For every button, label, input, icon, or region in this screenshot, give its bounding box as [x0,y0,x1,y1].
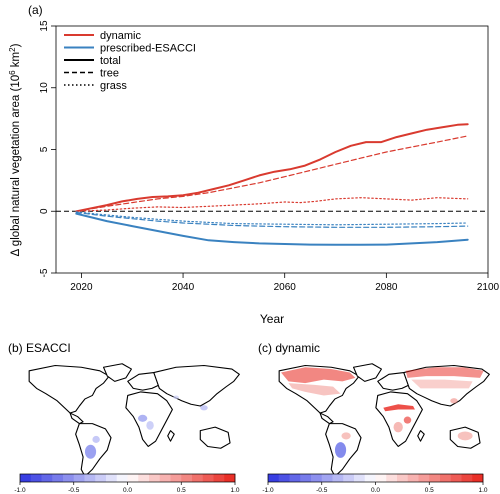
colorbar-cell [461,474,473,482]
panel-c-map: (c) dynamic [258,341,490,477]
africa [125,391,173,448]
colorbar-cell [95,474,107,482]
y-tick-label: 5 [39,146,50,152]
colorbar-cell [375,474,387,482]
australia [199,426,231,449]
colorbar-cell [138,474,150,482]
y-axis-label: Δ global natural vegetation area (106 km… [8,43,23,256]
colorbar-c: -1.0 -0.5 0.0 0.5 1.0 [262,473,488,494]
panel-b-map: (b) ESACCI [8,341,240,477]
colorbar-cell [20,474,32,482]
axes: 2020 2040 2060 2080 2100 -5 0 5 10 15 [39,20,500,293]
change-patches-b [84,395,208,459]
colorbar-cell [52,474,64,482]
legend-label: tree [100,68,119,80]
colorbar-b: -1.0 -0.5 0.0 0.5 1.0 [14,473,240,494]
colorbar-tick-label: 1.0 [230,487,239,494]
colorbar-cell [440,474,452,482]
colorbar-cell [450,474,462,482]
legend-label: dynamic [100,30,141,42]
world-map-dynamic [278,363,490,477]
colorbar-cell [106,474,118,482]
colorbar-cell [397,474,409,482]
series-line-3 [75,212,469,246]
colorbar-cell [73,474,85,482]
colorbar-tick-label: -0.5 [316,487,328,494]
greenland [103,363,133,382]
colorbar-cell [354,474,366,482]
world-map-esacci [28,363,240,477]
colorbar-cell [181,474,193,482]
colorbar-tick-label: 1.0 [478,487,487,494]
x-tick-label: 2020 [70,282,93,293]
y-tick-label: 0 [39,208,50,214]
colorbar-cell [289,474,301,482]
colorbar-cell [300,474,312,482]
change-patches-c [281,367,484,458]
colorbar-cell [343,474,355,482]
colorbar-cell [84,474,96,482]
colorbar-cell [149,474,161,482]
y-tick-label: 15 [39,20,50,32]
panel-c-label: (c) dynamic [258,341,320,355]
colorbar-cell [192,474,204,482]
colorbar-cell [311,474,323,482]
legend-label: grass [100,80,127,92]
colorbar-tick-label: 0.5 [425,487,434,494]
panel-b-label: (b) ESACCI [8,341,71,355]
central-america [69,412,84,425]
y-tick-label: -5 [39,268,50,277]
north-america [28,364,110,414]
x-axis-label: Year [260,312,284,326]
colorbar-cell [418,474,430,482]
colorbar-cell [386,474,398,482]
panel-a-label: (a) [28,3,43,17]
colorbar-cell [332,474,344,482]
plot-frame [55,25,489,274]
series-line-1 [75,135,469,212]
series-line-0 [75,123,469,213]
colorbar-cell [268,474,280,482]
x-tick-label: 2100 [477,282,500,293]
legend-label: prescribed-ESACCI [100,43,196,55]
colorbar-cell [224,474,236,482]
colorbar-cell [41,474,53,482]
y-tick-label: 10 [39,82,50,94]
colorbar-cell [170,474,182,482]
series-line-5 [75,211,469,226]
x-tick-label: 2080 [375,282,398,293]
colorbar-cell [202,474,214,482]
colorbar-tick-label: -1.0 [262,487,274,494]
colorbar-cell [63,474,75,482]
series-line-2 [75,197,469,212]
panel-a: (a) 2020 2040 2060 2080 2100 -5 0 5 10 15 Year Δ … [8,3,500,326]
legend-label: total [100,55,121,67]
colorbar-cell [429,474,441,482]
colorbar-cell [321,474,333,482]
colorbar-tick-label: -1.0 [14,487,26,494]
colorbar-tick-label: 0.5 [177,487,186,494]
colorbar-cell [364,474,376,482]
colorbar-cell [278,474,290,482]
colorbar-tick-label: -0.5 [68,487,80,494]
colorbar-cell [127,474,139,482]
colorbar-cell [159,474,171,482]
colorbar-cell [116,474,128,482]
series-line-4 [75,211,469,228]
x-tick-label: 2060 [274,282,297,293]
colorbar-cell [472,474,484,482]
colorbar-cell [30,474,42,482]
colorbar-cell [407,474,419,482]
madagascar [167,430,175,442]
colorbar-tick-label: 0.0 [371,487,380,494]
colorbar-cell [213,474,225,482]
series-layer [75,123,469,246]
colorbar-tick-label: 0.0 [123,487,132,494]
x-tick-label: 2040 [172,282,195,293]
